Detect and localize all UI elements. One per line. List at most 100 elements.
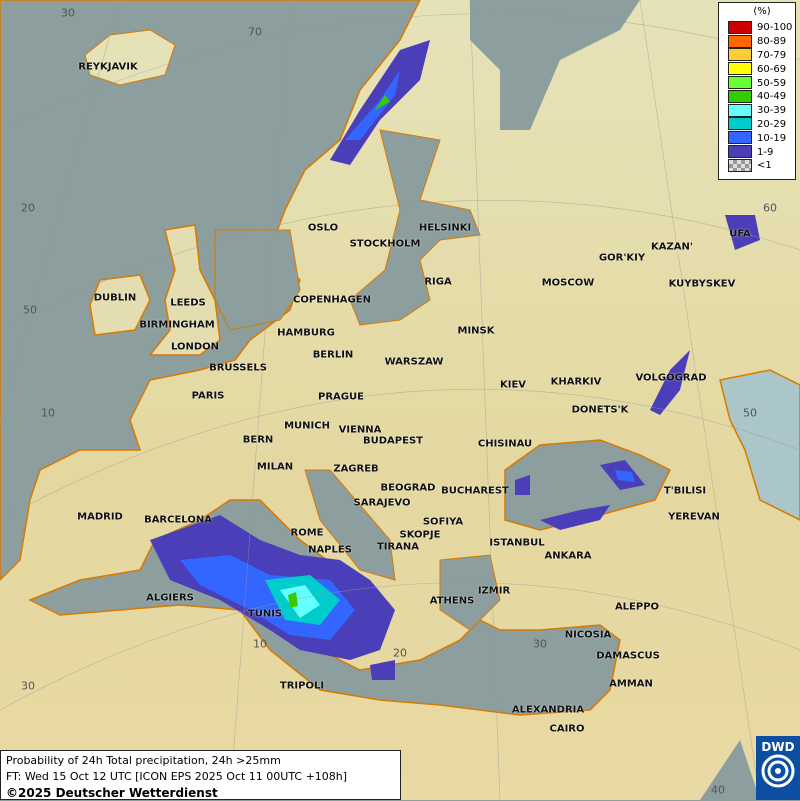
baltic-sea [349, 129, 481, 326]
graticule-label: 30 [533, 637, 547, 651]
legend-label: 1-9 [757, 146, 774, 158]
city-label: RIGA [424, 276, 452, 288]
city-label: IZMIR [477, 585, 511, 597]
city-label: HELSINKI [418, 222, 472, 234]
legend-swatch [728, 20, 752, 34]
city-label: CAIRO [549, 723, 585, 735]
city-label: COPENHAGEN [293, 294, 371, 306]
city-label: KHARKIV [550, 376, 602, 388]
city-label: BARCELONA [144, 514, 212, 526]
city-label: DONETS'K [571, 404, 629, 416]
graticule-label: 20 [21, 201, 35, 215]
great-britain [148, 224, 221, 356]
city-label: ISTANBUL [489, 537, 545, 549]
legend-item: 60-69 [719, 62, 795, 76]
city-label: LEEDS [170, 297, 206, 309]
city-label: PARIS [191, 390, 225, 402]
barents-sea [470, 0, 640, 130]
legend-label: 10-19 [757, 132, 787, 144]
legend-label: 30-39 [757, 105, 787, 117]
city-label: CHISINAU [477, 438, 533, 450]
logo-text: DWD [761, 740, 795, 754]
city-label: STOCKHOLM [349, 238, 421, 250]
legend-label: 50-59 [757, 77, 787, 89]
legend-swatch [728, 62, 752, 76]
legend-label: 60-69 [757, 63, 787, 75]
city-label: LONDON [170, 341, 220, 353]
city-label: YEREVAN [668, 511, 720, 523]
legend-label: 90-100 [757, 22, 793, 34]
city-label: GOR'KIY [598, 252, 646, 264]
city-label: SARAJEVO [353, 497, 411, 509]
city-label: ANKARA [544, 550, 592, 562]
legend-item: 90-100 [719, 20, 795, 35]
legend-swatch [728, 158, 752, 172]
legend-item: 50-59 [719, 76, 795, 90]
city-label: BERLIN [312, 349, 354, 361]
city-label: KUYBYSKEV [668, 278, 736, 290]
legend-swatch [728, 89, 752, 103]
legend-label: 20-29 [757, 118, 787, 130]
caspian-sea [719, 369, 800, 521]
product-title: Probability of 24h Total precipitation, … [6, 754, 281, 767]
city-label: UFA [729, 228, 751, 240]
city-label: HAMBURG [277, 327, 335, 339]
legend-item: 40-49 [719, 89, 795, 104]
ireland [89, 274, 151, 336]
city-label: VIENNA [338, 424, 382, 436]
adriatic-sea [304, 469, 396, 581]
city-label: SKOPJE [399, 529, 441, 541]
city-label: NAPLES [308, 544, 352, 556]
city-label: REYKJAVIK [78, 61, 138, 73]
legend-swatch [728, 117, 752, 131]
legend: (%) 90-100 80-89 70-79 60-69 50-59 40-49 30-39… [718, 2, 796, 180]
graticule-label: 50 [23, 303, 37, 317]
graticule-label: 30 [21, 679, 35, 693]
graticule-label: 10 [253, 637, 267, 651]
dwd-logo: DWD [756, 736, 800, 800]
city-label: KAZAN' [651, 241, 693, 253]
city-label: OSLO [307, 222, 339, 234]
city-label: DAMASCUS [596, 650, 660, 662]
city-label: BIRMINGHAM [139, 319, 215, 331]
legend-swatch [728, 48, 752, 62]
city-label: ALEXANDRIA [511, 704, 585, 716]
graticule-label: 20 [393, 646, 407, 660]
graticule-label: 50 [743, 406, 757, 420]
legend-title: (%) [753, 6, 771, 17]
legend-item: 20-29 [719, 117, 795, 132]
city-label: MINSK [457, 325, 495, 337]
legend-label: 70-79 [757, 49, 787, 61]
forecast-time: FT: Wed 15 Oct 12 UTC [ICON EPS 2025 Oct… [6, 770, 348, 783]
copyright: ©2025 Deutscher Wetterdienst [6, 786, 218, 800]
city-label: ROME [290, 527, 324, 539]
legend-item: 1-9 [719, 145, 795, 159]
aegean-sea [439, 554, 501, 631]
legend-swatch [728, 103, 752, 117]
city-label: BUDAPEST [363, 435, 423, 447]
north-sea [214, 229, 301, 331]
legend-swatch [728, 131, 752, 145]
city-label: ATHENS [429, 595, 475, 607]
city-label: TUNIS [247, 608, 283, 620]
graticule-label: 70 [248, 25, 262, 39]
legend-swatch [728, 76, 752, 90]
city-label: WARSZAW [384, 356, 444, 368]
city-label: ALEPPO [614, 601, 660, 613]
city-label: TIRANA [376, 541, 420, 553]
city-label: BRUSSELS [209, 362, 267, 374]
city-label: ALGIERS [146, 592, 194, 604]
city-label: TRIPOLI [279, 680, 325, 692]
city-label: BEOGRAD [380, 482, 436, 494]
city-label: DUBLIN [93, 292, 137, 304]
legend-item: 10-19 [719, 131, 795, 145]
graticule-label: 30 [61, 6, 75, 20]
legend-swatch [728, 145, 752, 159]
city-label: T'BILISI [663, 485, 707, 497]
city-label: BUCHAREST [441, 485, 509, 497]
city-label: AMMAN [609, 678, 653, 690]
city-label: BERN [242, 434, 274, 446]
city-label: KIEV [499, 379, 527, 391]
city-label: VOLGOGRAD [635, 372, 707, 384]
